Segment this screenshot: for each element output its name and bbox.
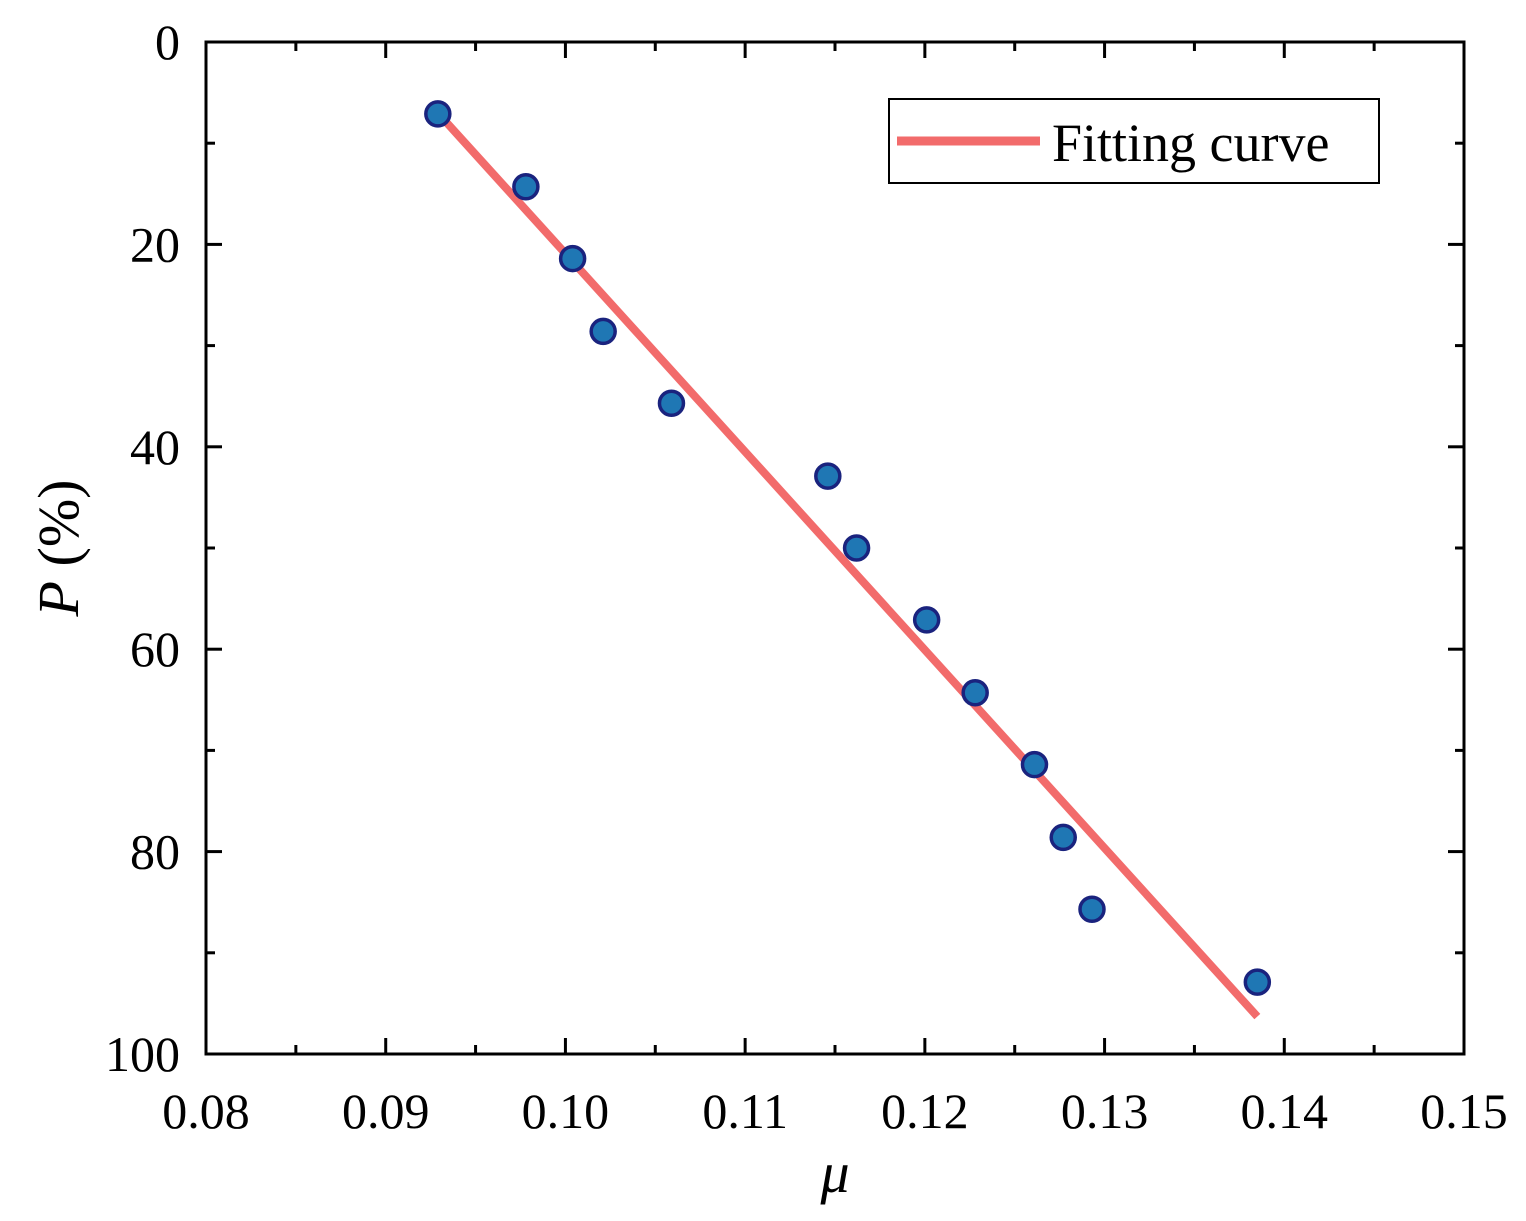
x-tick-label: 0.15 (1420, 1083, 1508, 1139)
data-point (589, 317, 617, 346)
y-axis-title-symbol: P (26, 581, 91, 617)
data-point (814, 462, 842, 490)
data-point (912, 606, 941, 634)
data-point (512, 172, 540, 201)
x-tick-label: 0.12 (881, 1083, 969, 1139)
data-point (1078, 895, 1106, 924)
y-tick-label: 40 (130, 419, 180, 475)
x-tick-label: 0.14 (1241, 1083, 1329, 1139)
x-tick-label: 0.08 (162, 1083, 250, 1139)
data-point (657, 389, 686, 418)
x-tick-label: 0.11 (702, 1083, 788, 1139)
legend-label: Fitting curve (1052, 113, 1329, 173)
x-tick-label: 0.13 (1061, 1083, 1149, 1139)
data-point (961, 678, 989, 707)
x-tick-label: 0.09 (342, 1083, 430, 1139)
legend: Fitting curve (888, 98, 1380, 184)
y-axis-title-unit: (%) (26, 480, 91, 581)
data-point (558, 244, 587, 273)
data-point (1020, 750, 1049, 779)
y-tick-label: 100 (105, 1026, 180, 1082)
y-tick-label: 0 (155, 14, 180, 70)
data-point (842, 534, 871, 562)
y-tick-label: 60 (130, 621, 180, 677)
data-point (1049, 823, 1077, 852)
x-axis-tick-labels: 0.08 0.09 0.10 0.11 0.12 0.13 0.14 0.15 (162, 1083, 1508, 1139)
x-axis-title: μ (819, 1140, 849, 1205)
data-point (1243, 968, 1272, 996)
y-axis-title: P (%) (26, 480, 91, 618)
scatter-points-layer (424, 100, 1272, 996)
y-axis-tick-labels: 0 20 40 60 80 100 (105, 14, 180, 1082)
x-axis-ticks (204, 42, 1466, 1054)
y-tick-label: 80 (130, 824, 180, 880)
y-axis-ticks (206, 40, 1464, 1056)
data-point (424, 100, 452, 128)
x-tick-label: 0.10 (522, 1083, 610, 1139)
y-tick-label: 20 (130, 216, 180, 272)
